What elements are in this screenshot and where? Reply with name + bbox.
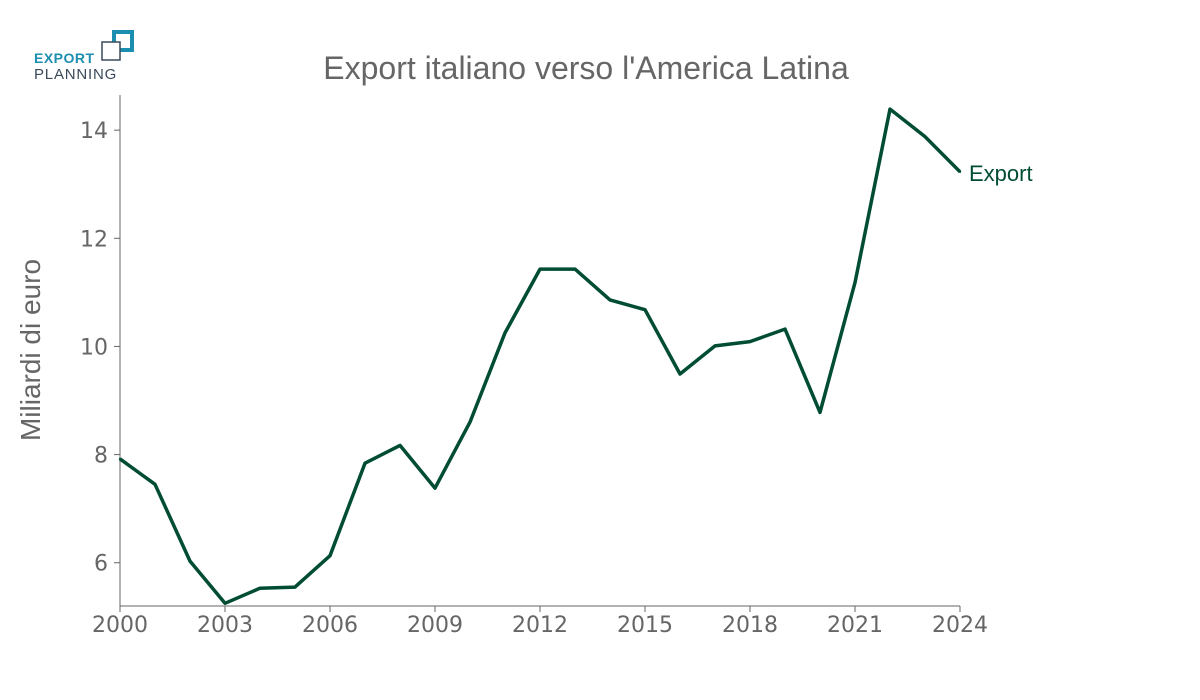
data-point	[678, 372, 682, 376]
logo-squares-icon	[101, 30, 134, 61]
data-point	[643, 308, 647, 311]
data-point	[573, 267, 577, 271]
series-group	[118, 107, 962, 606]
axes	[119, 95, 960, 607]
x-tick-label: 2009	[407, 613, 463, 638]
data-point	[468, 420, 472, 424]
data-point	[118, 457, 122, 461]
data-point	[398, 444, 402, 447]
data-point	[153, 483, 157, 486]
series-labels: Export	[969, 161, 1033, 186]
data-point	[888, 107, 892, 111]
x-tick-label: 2021	[827, 613, 883, 638]
x-tick-label: 2018	[722, 613, 778, 638]
data-point	[258, 586, 262, 590]
series-label: Export	[969, 161, 1033, 186]
x-tick-label: 2015	[617, 613, 673, 638]
y-tick-label: 6	[94, 552, 108, 577]
data-point	[538, 267, 542, 271]
data-point	[748, 340, 752, 343]
y-tick-label: 8	[94, 444, 108, 469]
data-point	[958, 170, 962, 173]
chart-title: Export italiano verso l'America Latina	[323, 50, 849, 86]
data-point	[363, 462, 367, 465]
data-point	[223, 602, 227, 605]
data-point	[923, 135, 927, 138]
x-tick-label: 2012	[512, 613, 568, 638]
y-tick-label: 12	[80, 227, 108, 252]
x-tick-label: 2006	[302, 613, 358, 638]
data-point	[293, 585, 297, 589]
x-tick-label: 2003	[197, 613, 253, 638]
x-tick-label: 2000	[92, 613, 148, 638]
data-point	[783, 327, 787, 331]
export-planning-logo: EXPORT PLANNING	[34, 30, 144, 86]
data-point	[818, 411, 822, 414]
logo-line2: PLANNING	[34, 66, 118, 83]
series-line-export	[118, 107, 962, 606]
data-point	[188, 559, 192, 563]
ticks: 6 8 10 12 14 2000 2003 2006 2009 2012 2015 2018 2021…	[80, 119, 988, 638]
y-tick-label: 14	[80, 119, 108, 144]
data-point	[713, 344, 717, 348]
x-tick-label: 2024	[932, 613, 988, 638]
logo-line1: EXPORT	[34, 50, 95, 66]
data-point	[328, 554, 332, 557]
data-point	[503, 331, 507, 335]
data-point	[608, 298, 612, 302]
data-point	[433, 486, 437, 490]
data-point	[853, 281, 857, 284]
y-tick-label: 10	[80, 335, 108, 360]
